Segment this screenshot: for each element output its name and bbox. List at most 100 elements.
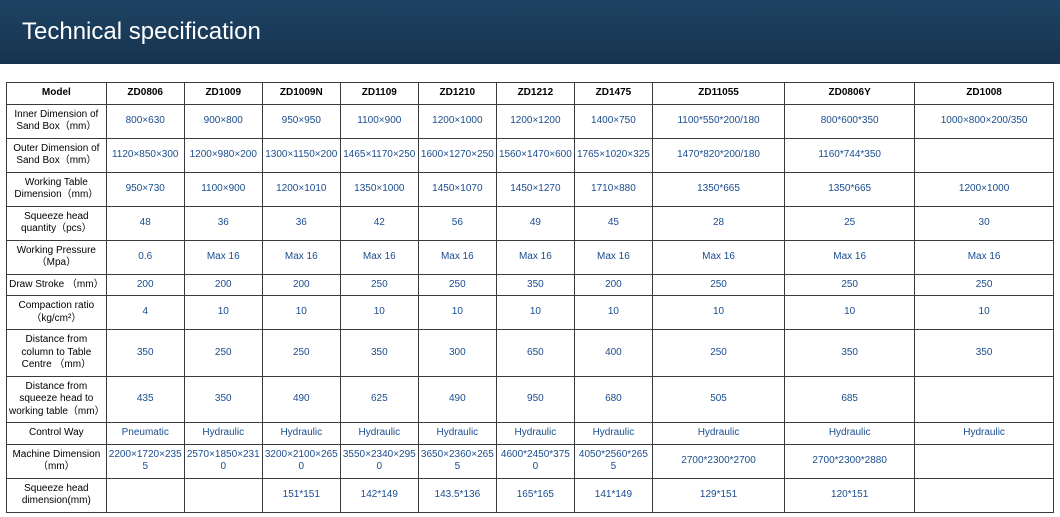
cell: 25 <box>785 206 915 240</box>
cell: 250 <box>652 330 784 377</box>
cell: 350 <box>340 330 418 377</box>
cell: 1160*744*350 <box>785 138 915 172</box>
cell: 680 <box>574 376 652 423</box>
col-header: ZD1109 <box>340 83 418 105</box>
cell: Hydraulic <box>184 423 262 445</box>
cell: 1400×750 <box>574 104 652 138</box>
cell: 2200×1720×2355 <box>106 444 184 478</box>
cell: 36 <box>184 206 262 240</box>
cell: 250 <box>184 330 262 377</box>
cell: 1200×1200 <box>496 104 574 138</box>
cell: 1300×1150×200 <box>262 138 340 172</box>
cell: Hydraulic <box>652 423 784 445</box>
cell: 36 <box>262 206 340 240</box>
cell: 1450×1270 <box>496 172 574 206</box>
cell: 1200×1010 <box>262 172 340 206</box>
cell: 250 <box>418 274 496 296</box>
cell: 900×800 <box>184 104 262 138</box>
col-header: ZD1210 <box>418 83 496 105</box>
cell: 151*151 <box>262 478 340 512</box>
cell: 250 <box>915 274 1054 296</box>
table-row: Distance from column to Table Centre （mm… <box>7 330 1054 377</box>
cell: 350 <box>106 330 184 377</box>
cell: 2570×1850×2310 <box>184 444 262 478</box>
table-row: Working Pressure（Mpa）0.6Max 16Max 16Max … <box>7 240 1054 274</box>
table-row: Compaction ratio（kg/cm²）4101010101010101… <box>7 296 1054 330</box>
cell: 950×950 <box>262 104 340 138</box>
row-label: Inner Dimension of Sand Box（mm） <box>7 104 107 138</box>
cell: 10 <box>652 296 784 330</box>
cell: 10 <box>915 296 1054 330</box>
row-label: Working Table Dimension（mm） <box>7 172 107 206</box>
cell: 1470*820*200/180 <box>652 138 784 172</box>
cell: 56 <box>418 206 496 240</box>
cell: 10 <box>785 296 915 330</box>
row-label: Machine Dimension（mm） <box>7 444 107 478</box>
cell: Max 16 <box>340 240 418 274</box>
cell: 200 <box>106 274 184 296</box>
table-row: Outer Dimension of Sand Box（mm）1120×850×… <box>7 138 1054 172</box>
cell: 28 <box>652 206 784 240</box>
cell: Hydraulic <box>496 423 574 445</box>
cell: 10 <box>262 296 340 330</box>
cell: 490 <box>418 376 496 423</box>
cell: 49 <box>496 206 574 240</box>
row-label: Working Pressure（Mpa） <box>7 240 107 274</box>
cell: Hydraulic <box>418 423 496 445</box>
cell: 30 <box>915 206 1054 240</box>
cell: 685 <box>785 376 915 423</box>
table-row: Working Table Dimension（mm）950×7301100×9… <box>7 172 1054 206</box>
row-label: Control Way <box>7 423 107 445</box>
cell <box>184 478 262 512</box>
spec-table-wrap: ModelZD0806ZD1009ZD1009NZD1109ZD1210ZD12… <box>0 64 1060 513</box>
col-header: ZD1009 <box>184 83 262 105</box>
cell: 200 <box>574 274 652 296</box>
cell: Hydraulic <box>574 423 652 445</box>
col-header: ZD11055 <box>652 83 784 105</box>
cell: 350 <box>915 330 1054 377</box>
cell: 10 <box>418 296 496 330</box>
col-header: ZD1009N <box>262 83 340 105</box>
cell: Max 16 <box>418 240 496 274</box>
cell: 165*165 <box>496 478 574 512</box>
cell: Max 16 <box>574 240 652 274</box>
col-header: ZD1475 <box>574 83 652 105</box>
row-label: Squeeze head quantity（pcs） <box>7 206 107 240</box>
cell: 350 <box>785 330 915 377</box>
cell: Max 16 <box>184 240 262 274</box>
table-row: Squeeze head quantity（pcs）48363642564945… <box>7 206 1054 240</box>
cell: Max 16 <box>785 240 915 274</box>
cell: 10 <box>184 296 262 330</box>
table-row: Inner Dimension of Sand Box（mm）800×63090… <box>7 104 1054 138</box>
cell: 250 <box>785 274 915 296</box>
cell: 1200×980×200 <box>184 138 262 172</box>
table-row: Control WayPneumaticHydraulicHydraulicHy… <box>7 423 1054 445</box>
col-header: ZD0806Y <box>785 83 915 105</box>
cell: 1100×900 <box>340 104 418 138</box>
table-row: Draw Stroke （mm）200200200250250350200250… <box>7 274 1054 296</box>
cell: 1560×1470×600 <box>496 138 574 172</box>
cell: 435 <box>106 376 184 423</box>
cell: 2700*2300*2700 <box>652 444 784 478</box>
cell: 1100×900 <box>184 172 262 206</box>
cell: 4 <box>106 296 184 330</box>
table-row: Distance from squeeze head to working ta… <box>7 376 1054 423</box>
col-header-model: Model <box>7 83 107 105</box>
cell <box>106 478 184 512</box>
row-label: Draw Stroke （mm） <box>7 274 107 296</box>
cell <box>915 478 1054 512</box>
cell: 400 <box>574 330 652 377</box>
cell: 42 <box>340 206 418 240</box>
cell <box>915 444 1054 478</box>
cell: 250 <box>340 274 418 296</box>
table-row: Machine Dimension（mm）2200×1720×23552570×… <box>7 444 1054 478</box>
cell: 120*151 <box>785 478 915 512</box>
cell: 142*149 <box>340 478 418 512</box>
cell: 143.5*136 <box>418 478 496 512</box>
table-row: Squeeze head dimension(mm)151*151142*149… <box>7 478 1054 512</box>
cell: 3650×2360×2655 <box>418 444 496 478</box>
cell: 1120×850×300 <box>106 138 184 172</box>
cell: 1200×1000 <box>915 172 1054 206</box>
cell <box>915 376 1054 423</box>
cell: 800×630 <box>106 104 184 138</box>
